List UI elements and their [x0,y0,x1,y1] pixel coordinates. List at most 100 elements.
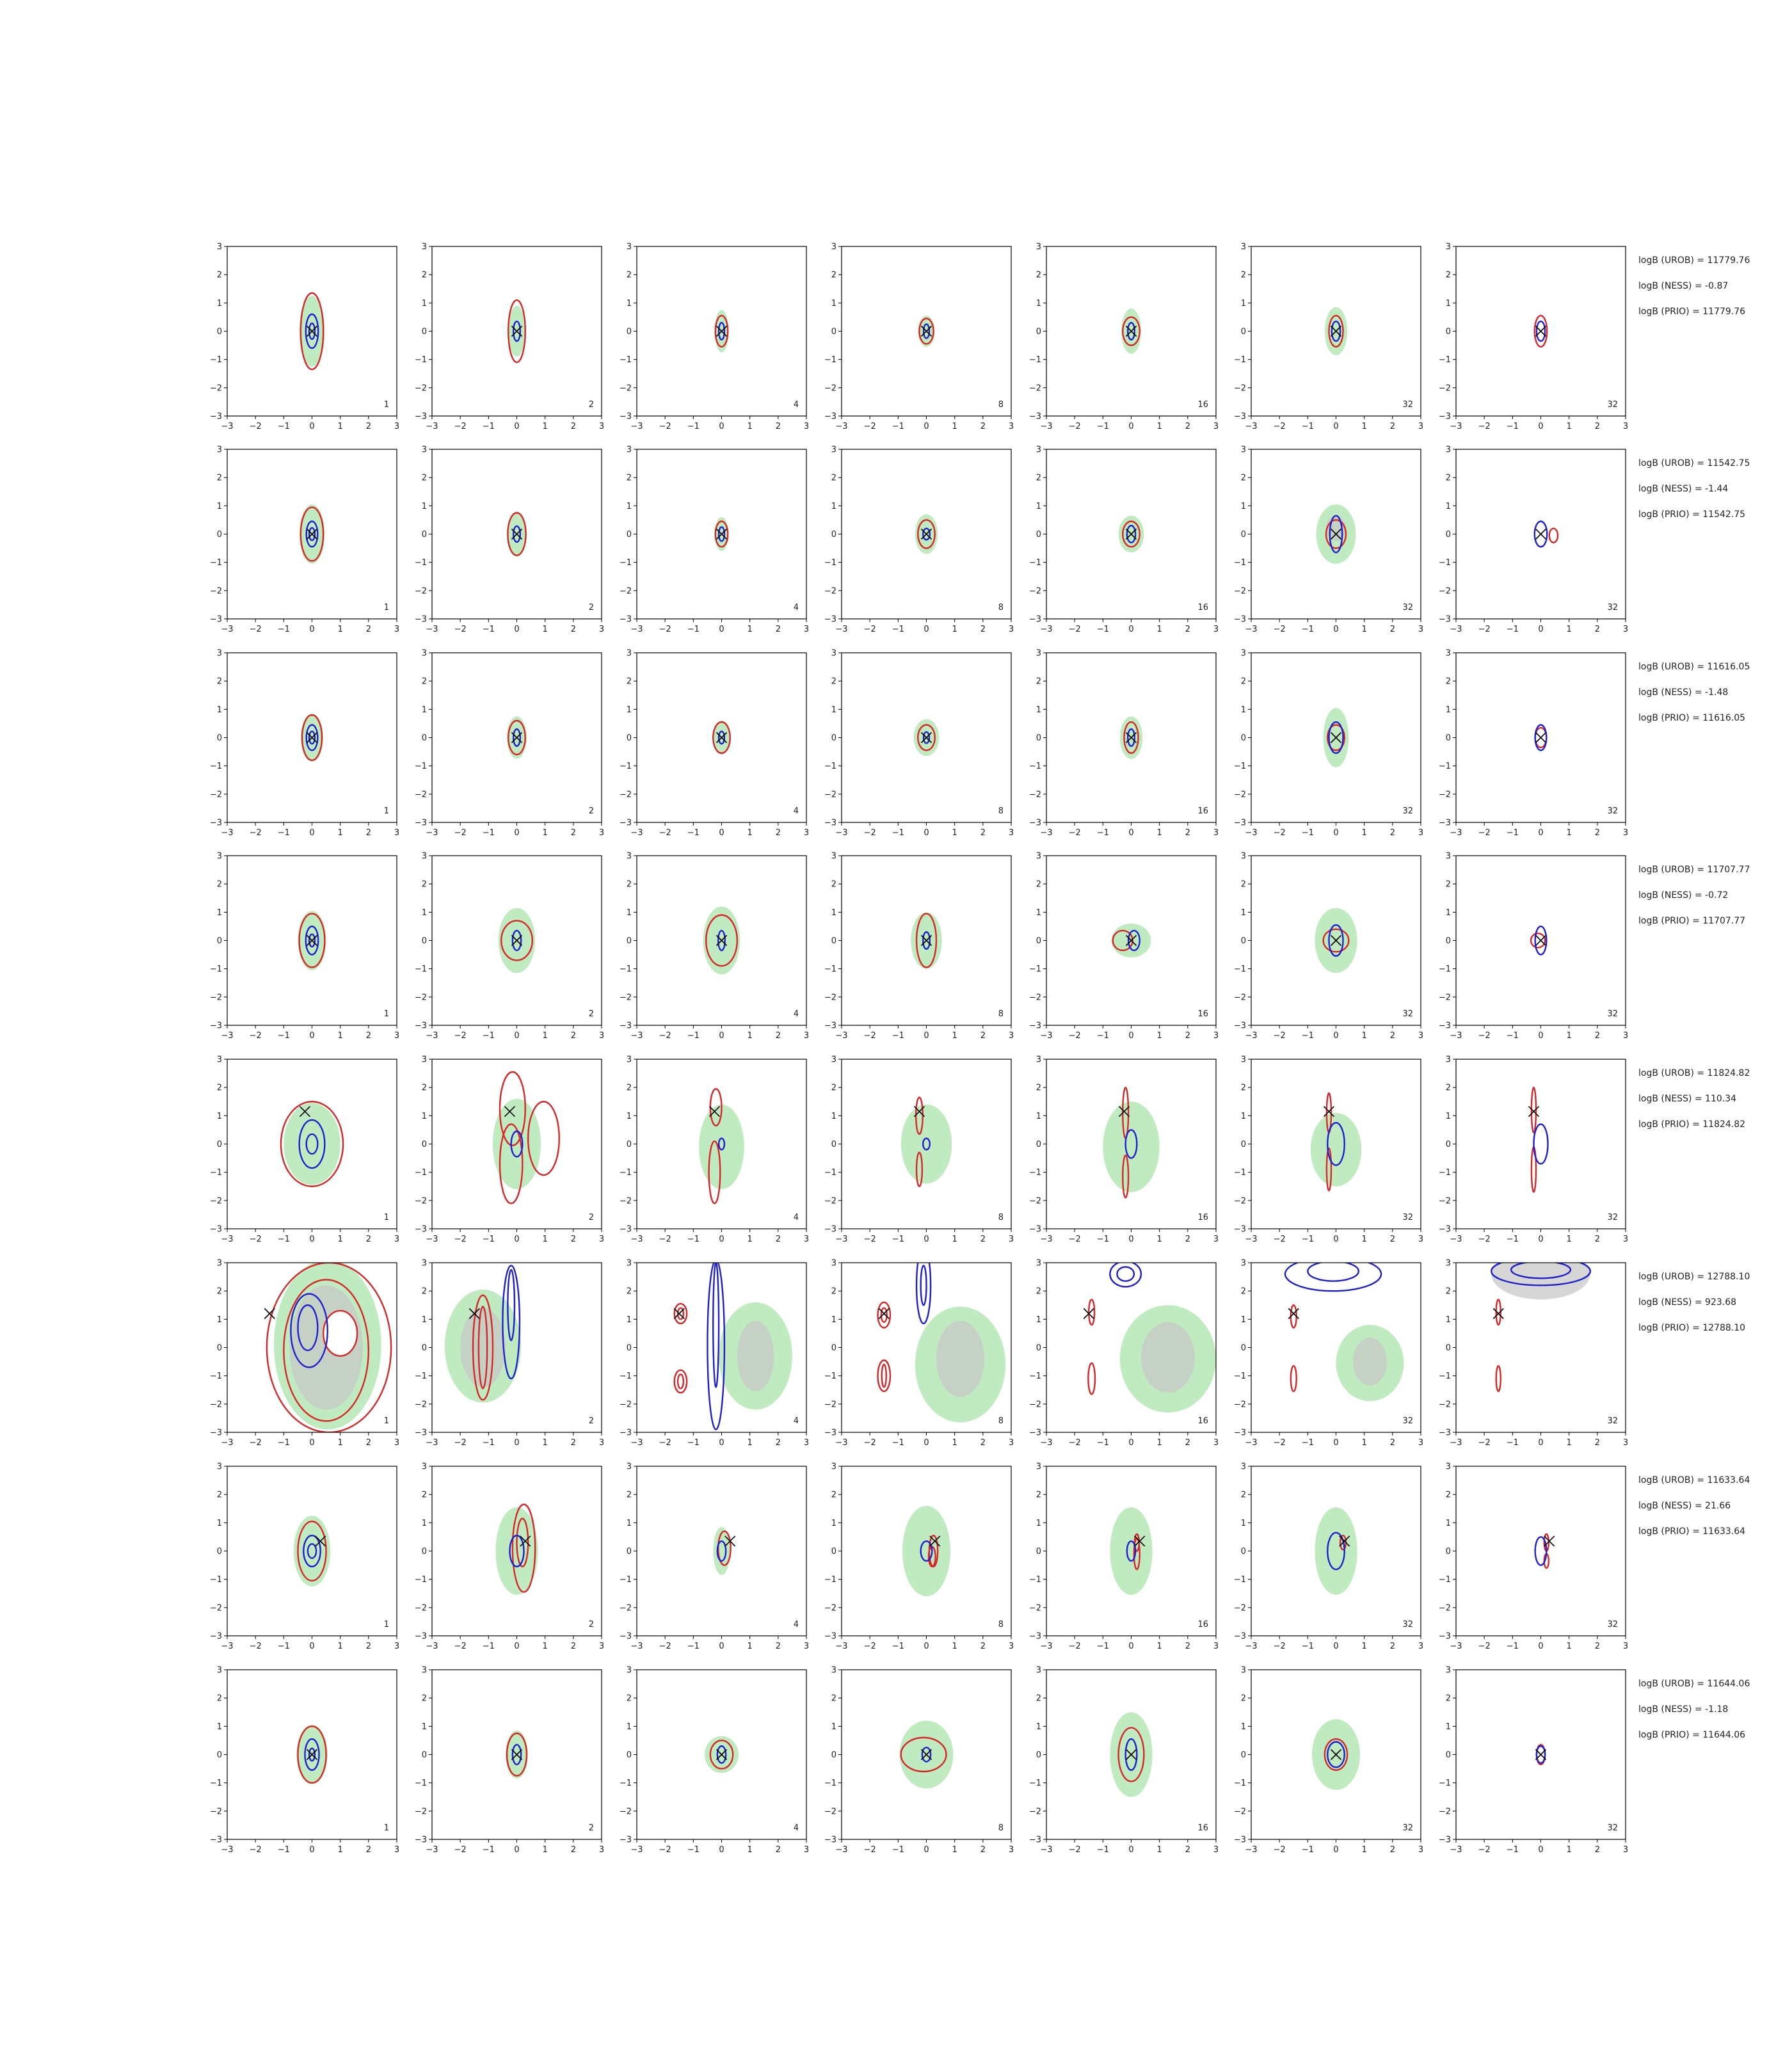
x-tick-label: 3 [1213,1845,1219,1855]
y-tick-label: −3 [415,412,427,422]
true-value-marker [511,934,523,947]
y-tick-label: 0 [1241,1547,1246,1556]
red-contour [714,520,729,548]
x-tick-label: −1 [1507,1438,1519,1448]
y-tick-label: 3 [1036,1055,1041,1065]
x-tick-label: 3 [1623,422,1628,431]
axes-frame [1455,1059,1626,1229]
logb-annotations: logB (UROB) = 11616.05 logB (NESS) = -1.4… [1638,662,1750,723]
y-tick-label: 1 [1446,1722,1451,1732]
subplot-r3-c5: −3 −2 −1 0 1 2 3 −3 −2 −1 0 1 2 3 16 [1029,649,1219,838]
y-tick-label: −1 [415,355,427,365]
y-tick-label: 2 [627,1491,632,1500]
x-tick-label: 1 [1567,1031,1572,1041]
column-number-label: 32 [1402,1620,1413,1629]
x-tick-label: −2 [864,1235,876,1244]
y-tick-label: −3 [824,1428,836,1438]
red-contour [322,1309,358,1357]
true-value-marker [306,934,318,947]
x-tick-label: 3 [1213,1438,1219,1448]
subplot-r8-c4: −3 −2 −1 0 1 2 3 −3 −2 −1 0 1 2 3 8 [824,1666,1014,1855]
blue-contour [1534,925,1548,956]
y-tick-label: 3 [1446,852,1451,861]
true-value-marker [716,732,728,744]
y-tick-label: −1 [210,558,222,568]
y-tick-label: −2 [620,1807,632,1816]
y-tick-label: 0 [217,1750,222,1760]
y-tick-label: 3 [217,1259,222,1268]
y-tick-label: −3 [1234,1021,1246,1031]
red-contour [499,1123,524,1204]
y-tick-label: −2 [824,790,836,799]
column-number-label: 32 [1607,1823,1618,1833]
x-tick-label: −2 [250,828,262,838]
true-value-marker [504,1106,516,1117]
x-tick-label: 0 [1128,1031,1133,1041]
x-tick-label: 3 [1623,1031,1628,1041]
subplot-r5-c3: −3 −2 −1 0 1 2 3 −3 −2 −1 0 1 2 3 4 [620,1055,809,1245]
blue-contour [1307,1263,1360,1282]
y-tick-label: −2 [1439,383,1451,393]
blue-contour [717,730,726,745]
y-tick-label: −1 [620,558,632,568]
subplot-r3-c1: −3 −2 −1 0 1 2 3 −3 −2 −1 0 1 2 3 1 [210,649,399,838]
y-tick-label: −1 [210,762,222,771]
x-tick-label: 3 [599,1031,604,1041]
x-tick-label: −1 [1302,1438,1314,1448]
subplot-r4-c7: −3 −2 −1 0 1 2 3 −3 −2 −1 0 1 2 3 32 [1439,852,1628,1041]
x-tick-label: −1 [892,625,904,634]
true-value-marker [716,1748,728,1761]
column-number-label: 2 [589,1823,594,1833]
column-number-label: 4 [794,1213,799,1222]
x-tick-label: 0 [1333,828,1338,838]
true-value-marker [511,732,523,744]
red-contour [918,317,934,345]
y-tick-label: 0 [831,1750,836,1760]
y-tick-label: −1 [1234,1575,1246,1585]
subplot-r4-c4: −3 −2 −1 0 1 2 3 −3 −2 −1 0 1 2 3 8 [824,852,1014,1041]
x-tick-label: 3 [1009,1642,1014,1651]
x-tick-label: 0 [719,1845,724,1855]
y-tick-label: 2 [1241,677,1246,687]
x-tick-label: 2 [980,1438,986,1448]
blue-contour [922,731,931,744]
column-number-label: 32 [1402,1823,1413,1833]
x-tick-label: −3 [630,1031,643,1041]
y-tick-label: −2 [620,1603,632,1613]
x-tick-label: −1 [483,1642,495,1651]
y-tick-label: 1 [627,502,632,511]
x-tick-label: 3 [394,1845,399,1855]
blue-contour [1124,1738,1138,1771]
y-tick-label: 2 [831,880,836,890]
y-tick-label: −2 [824,586,836,596]
true-value-marker [1330,1748,1342,1761]
y-tick-label: 2 [627,1084,632,1093]
x-tick-label: −3 [1450,1845,1462,1855]
red-contour [1122,316,1140,346]
true-value-marker [299,1106,311,1117]
column-number-label: 1 [384,1416,389,1426]
y-tick-label: −2 [415,586,427,596]
blue-contour [922,323,931,339]
x-tick-label: 2 [776,625,781,634]
x-tick-label: 2 [1185,1642,1190,1651]
x-tick-label: 0 [924,1642,929,1651]
x-tick-label: −2 [1478,422,1491,431]
column-number-label: 8 [998,1620,1004,1629]
true-value-marker [716,528,728,540]
y-tick-label: 3 [831,1055,836,1065]
blue-contour [1328,924,1344,957]
x-tick-label: −2 [864,1031,876,1041]
true-value-marker [511,1748,523,1761]
x-tick-label: 0 [1128,828,1133,838]
y-tick-label: 3 [1446,243,1451,252]
true-value-marker [264,1308,275,1320]
y-tick-label: 0 [627,1750,632,1760]
y-tick-label: 0 [1446,1140,1451,1149]
true-value-marker [920,934,932,947]
x-tick-label: −3 [1245,422,1257,431]
y-tick-label: 3 [422,1259,427,1268]
red-contour [1530,1086,1537,1134]
y-tick-label: 2 [1446,271,1451,280]
column-number-label: 8 [998,400,1004,410]
